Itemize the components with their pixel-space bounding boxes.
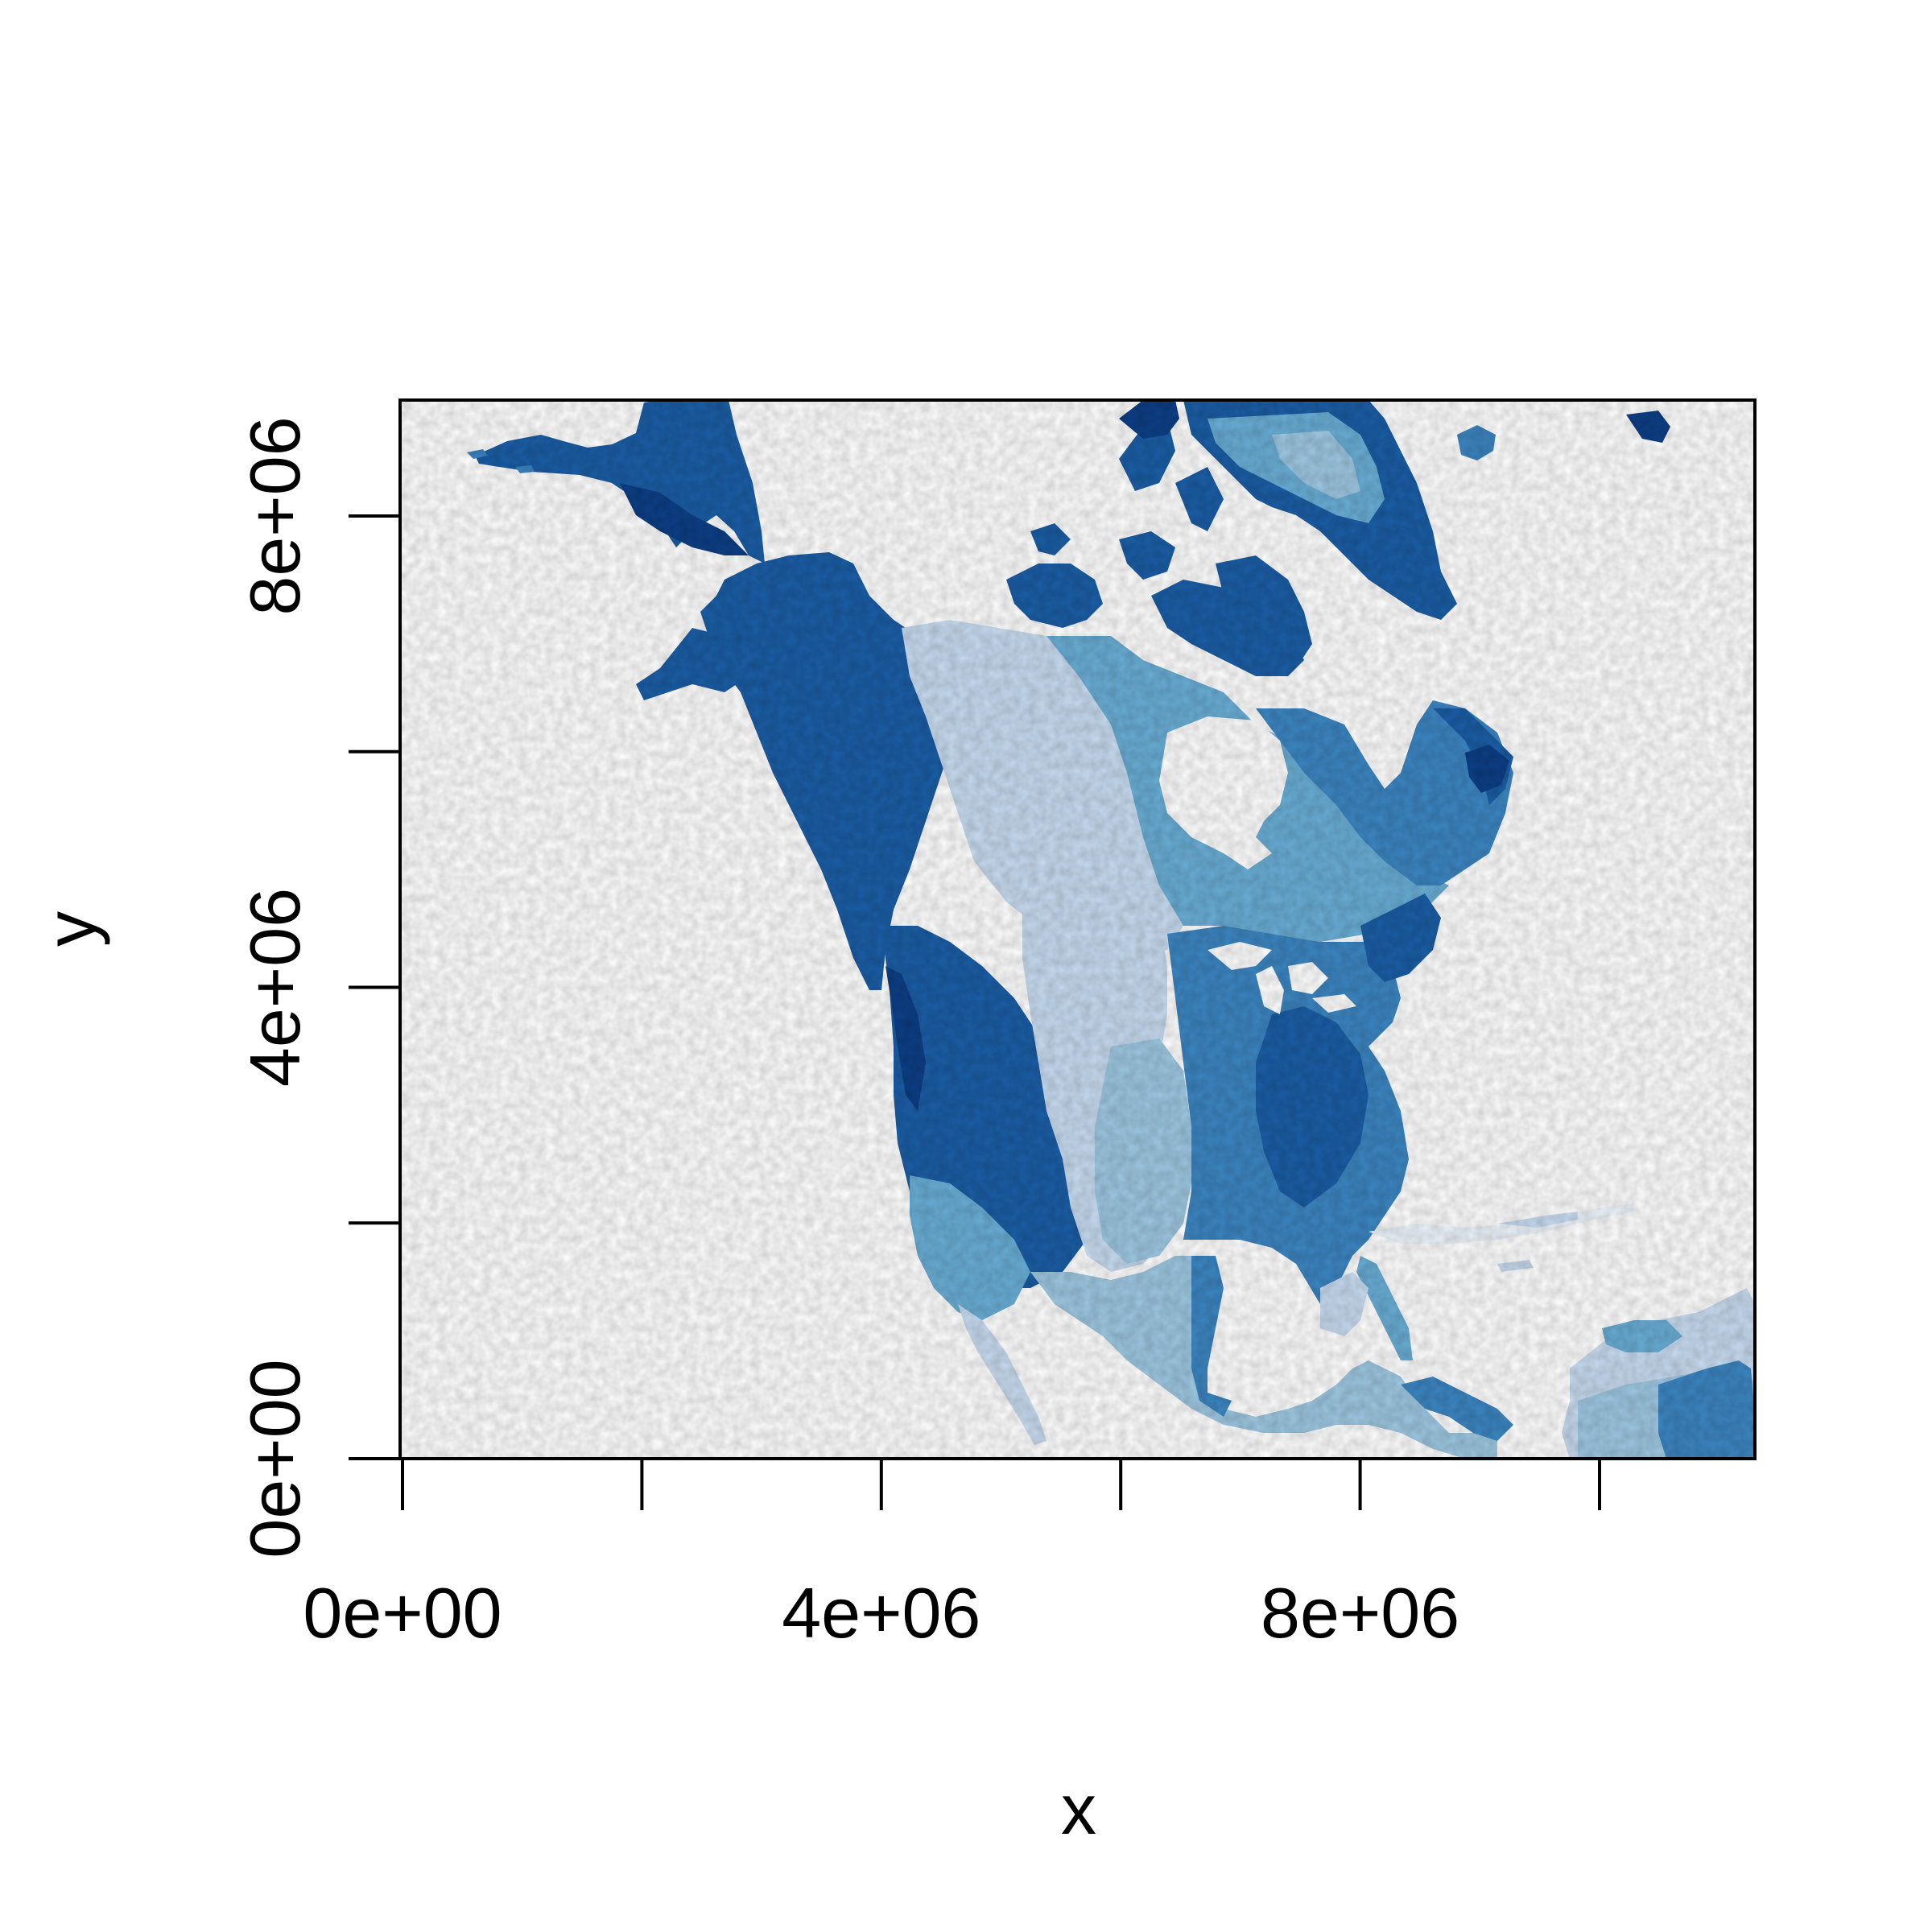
- y-axis: 0e+00 4e+06 8e+06: [235, 416, 402, 1558]
- x-tick-label: 0e+00: [303, 1573, 502, 1653]
- x-tick-label: 8e+06: [1261, 1573, 1459, 1653]
- x-tick-label: 4e+06: [782, 1573, 980, 1653]
- x-axis: 0e+00 4e+06 8e+06: [303, 1457, 1601, 1653]
- x-axis-title: x: [1061, 1769, 1096, 1849]
- y-axis-title: y: [31, 911, 110, 947]
- y-tick-label: 4e+06: [235, 888, 315, 1087]
- raster-grain: [400, 400, 1755, 1459]
- raster-layer: [400, 400, 1755, 1459]
- y-tick-label: 8e+06: [235, 416, 315, 615]
- y-tick-label: 0e+00: [235, 1359, 315, 1558]
